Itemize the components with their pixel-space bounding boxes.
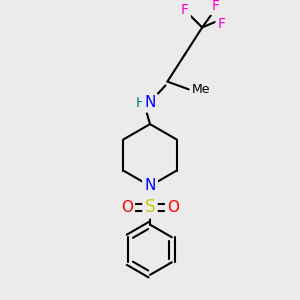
Text: N: N [144,178,156,194]
Text: S: S [145,198,155,216]
Text: N: N [144,95,156,110]
Text: O: O [167,200,179,215]
Text: Me: Me [192,83,210,96]
Text: F: F [218,16,226,31]
Text: O: O [121,200,133,215]
Text: H: H [135,96,146,110]
Text: N: N [144,180,156,195]
Text: F: F [212,0,220,13]
Text: F: F [181,3,189,17]
